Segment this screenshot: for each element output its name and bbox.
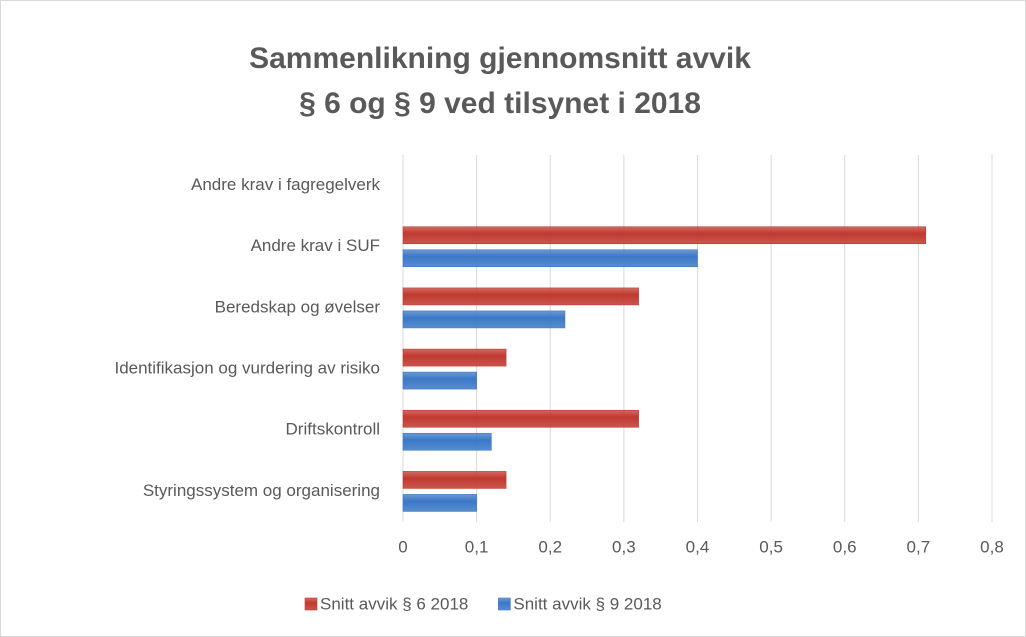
y-tick-label: Andre krav i SUF — [251, 236, 380, 255]
chart-title: § 6 og § 9 ved tilsynet i 2018 — [299, 87, 701, 120]
x-tick-label: 0,7 — [907, 537, 931, 556]
legend-label: Snitt avvik § 6 2018 — [320, 594, 468, 613]
x-tick-label: 0 — [398, 537, 407, 556]
x-tick-label: 0,6 — [833, 537, 857, 556]
y-tick-label: Beredskap og øvelser — [215, 297, 381, 316]
x-tick-label: 0,8 — [980, 537, 1004, 556]
bar — [402, 348, 507, 367]
bar — [402, 249, 698, 268]
y-tick-label: Identifikasjon og vurdering av risiko — [114, 359, 380, 378]
y-tick-label: Driftskontroll — [286, 420, 380, 439]
bar — [402, 287, 639, 306]
x-tick-label: 0,2 — [538, 537, 562, 556]
bar — [402, 226, 927, 245]
legend-swatch — [498, 597, 511, 611]
bar — [402, 471, 507, 489]
y-tick-label: Styringssystem og organisering — [143, 481, 380, 500]
x-tick-label: 0,5 — [759, 537, 783, 556]
bar — [402, 494, 477, 512]
bar — [402, 310, 566, 329]
legend-swatch — [304, 597, 318, 611]
x-tick-label: 0,1 — [465, 537, 489, 556]
bar — [402, 409, 639, 428]
y-tick-label: Andre krav i fagregelverk — [191, 175, 380, 194]
chart-title: Sammenlikning gjennomsnitt avvik — [249, 42, 751, 75]
x-tick-label: 0,4 — [686, 537, 710, 556]
x-tick-label: 0,3 — [612, 537, 636, 556]
legend-label: Snitt avvik § 9 2018 — [513, 594, 661, 613]
bar — [402, 371, 477, 390]
bar — [402, 432, 492, 451]
